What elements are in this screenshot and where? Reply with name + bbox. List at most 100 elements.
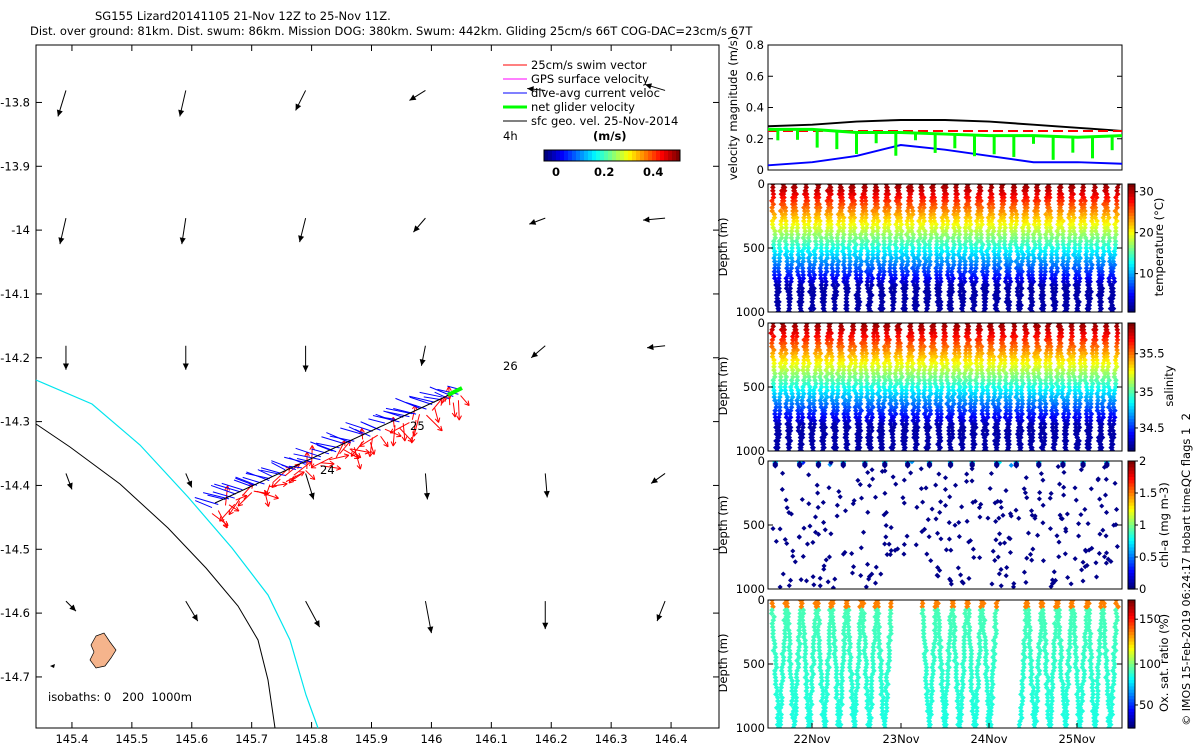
profile-panels: 050010003020100500100035.53534.505001000… [736,177,1165,746]
profile-sample [1100,238,1106,245]
profile-sample [978,231,985,238]
profile-sample [817,268,824,275]
profile-sample [800,363,807,370]
profile-sample [828,340,834,347]
profile-sample [1029,268,1036,275]
profile-sample [1084,238,1090,245]
profile-sample [776,285,782,292]
profile-sample [919,357,926,363]
map-x-tick-label: 145.9 [355,732,388,746]
profile-sample [885,211,892,218]
profile-sample [989,330,996,336]
profile-sample [771,248,778,255]
profile-sample [864,251,871,258]
profile-sample [954,218,961,224]
profile-sample [1070,184,1076,187]
profile-sample [783,221,789,228]
profile-sample [810,265,817,272]
profile-sample [792,323,799,326]
profile-sample [792,323,799,330]
profile-sample [1095,255,1102,261]
island-shape [89,632,117,669]
profile-sample [1109,268,1116,275]
profile-sample [874,367,881,373]
profile-sample [824,187,831,194]
profile-sample [828,224,834,231]
profile-sample [979,374,986,380]
map-velocity-colorbar [543,149,681,162]
profile-sample [933,248,940,255]
profile-sample [780,323,787,330]
profile-sample [818,285,825,292]
profile-sample [1064,292,1071,298]
dive-avg-current-vector [321,436,344,445]
profile-sample [789,241,796,248]
swim-vector-head [412,431,418,437]
dive-avg-current-vector [310,441,337,453]
map-x-tick-label: 145.6 [175,732,208,746]
profile-sample [863,367,869,373]
profile-sample [913,292,920,298]
profile-sample [794,357,801,363]
swim-vector [392,425,396,447]
profile-sample [789,340,796,347]
profile-sample [849,330,855,336]
profile-sample [1070,204,1077,211]
profile-sample [996,370,1002,377]
profile-sample [864,221,870,228]
profile-sample [1070,224,1077,231]
profile-sample [1094,235,1101,241]
profile-sample [841,255,848,261]
profile-sample [851,384,857,390]
profile-sample [1024,201,1030,208]
profile-sample [858,245,865,251]
profile-sample [858,367,864,373]
velocity-line-dive-avg-current-veloc [767,143,1123,167]
profile-sample [1029,272,1036,278]
swim-vector [320,462,335,465]
profile-sample [846,353,853,360]
profile-sample [825,224,831,231]
profile-sample [841,414,848,421]
profile-sample [924,302,931,309]
profile-sample [891,299,897,305]
profile-sample [793,330,800,336]
profile-sample [824,248,830,255]
profile-sample [925,282,932,288]
profile-sample [949,434,956,441]
profile-sample [783,411,790,417]
profile-sample [885,218,892,224]
profile-sample [1007,248,1014,255]
colorbar-segment [628,150,633,161]
profile-sample [946,404,952,411]
profile-colorbar-segment [1128,251,1135,255]
profile-sample [957,288,963,295]
day-label-24: 24 [320,463,335,477]
profile-sample [879,434,885,441]
profile-sample [852,360,859,367]
profile-sample [775,282,782,288]
profile-sample [1081,201,1088,208]
profile-sample [915,407,922,414]
profile-sample [839,187,846,194]
profile-sample [980,262,987,268]
profile-sample [982,438,988,444]
profile-sample [955,214,961,221]
profile-sample [858,387,864,394]
swim-vector [411,420,417,444]
profile-sample [909,208,916,214]
profile-sample [996,275,1002,282]
profile-sample [937,431,943,437]
profile-sample [862,184,869,187]
profile-sample [939,357,945,363]
profile-sample [1020,255,1026,261]
profile-sample [1000,214,1007,221]
profile-sample [986,360,992,367]
profile-sample [1047,238,1054,245]
profile-sample [1030,238,1037,245]
dive-avg-current-vector [281,464,297,471]
profile-sample [858,374,865,380]
profile-sample [836,218,842,224]
colorbar-segment [664,150,669,161]
profile-sample [904,367,911,373]
